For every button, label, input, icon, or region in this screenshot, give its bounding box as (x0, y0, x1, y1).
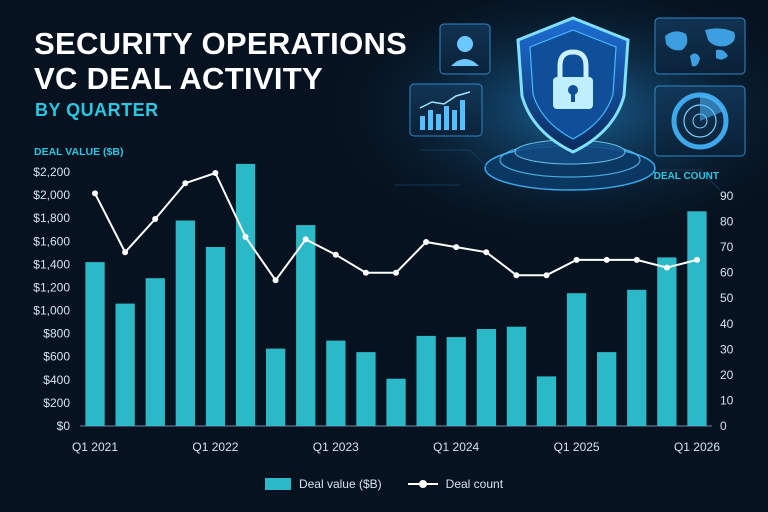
x-tick-label: Q1 2024 (433, 440, 479, 454)
y-tick-label-right: 60 (720, 266, 734, 280)
line-point (453, 244, 460, 251)
y-tick-label-left: $2,200 (33, 165, 70, 179)
line-point (122, 249, 129, 256)
y-axis-right-label: DEAL COUNT (654, 171, 719, 182)
y-tick-label-right: 0 (720, 419, 727, 433)
legend-line-swatch (407, 478, 438, 490)
bar (416, 335, 436, 426)
y-tick-label-left: $1,000 (33, 304, 70, 318)
bar-chart-icon (409, 83, 483, 137)
y-tick-label-right: 50 (720, 291, 734, 305)
y-axis-left-ticks: $0 $200 $400 $600 $800 $1,000 $1,200 $1,400 $1,6… (33, 165, 70, 433)
bar (235, 163, 256, 426)
y-tick-label-left: $400 (43, 373, 70, 387)
y-tick-label-left: $200 (43, 396, 70, 410)
chart-title: SECURITY OPERATIONS VC DEAL ACTIVITY (34, 26, 407, 96)
bar (145, 278, 165, 426)
bar (175, 220, 195, 426)
line-point (633, 256, 640, 263)
y-tick-label-left: $1,600 (33, 234, 70, 248)
bar (356, 352, 376, 426)
y-tick-label-right: 80 (720, 215, 734, 229)
line-point (242, 233, 249, 240)
bar (386, 378, 406, 426)
y-tick-label-right: 30 (720, 342, 734, 356)
legend-item-deal-value: Deal value ($B) (264, 477, 382, 491)
legend-item-deal-count: Deal count (407, 477, 504, 491)
y-axis-left-label: DEAL VALUE ($B) (34, 146, 123, 158)
bar (566, 293, 587, 426)
line-point (272, 277, 279, 284)
y-tick-label-left: $1,200 (33, 281, 70, 295)
line-point (332, 251, 339, 258)
line-point (182, 180, 189, 187)
line-point (362, 269, 369, 276)
x-tick-label: Q1 2023 (313, 440, 359, 454)
y-tick-label-left: $1,400 (33, 257, 70, 271)
y-tick-label-right: 70 (720, 240, 734, 254)
bar (657, 257, 677, 426)
x-tick-label: Q1 2021 (72, 440, 118, 454)
chart-subtitle: BY QUARTER (35, 100, 159, 120)
bar (85, 262, 105, 426)
line-point (543, 272, 550, 279)
line-point (302, 236, 309, 243)
y-tick-label-left: $800 (43, 327, 70, 341)
line-point (483, 249, 490, 256)
y-axis-right-ticks: 0 10 20 30 40 50 60 70 80 90 (720, 189, 734, 433)
legend: Deal value ($B) Deal count (0, 474, 768, 494)
bar (326, 340, 346, 426)
line-point (92, 190, 98, 197)
line-point (573, 256, 580, 263)
y-tick-label-left: $1,800 (33, 211, 70, 225)
y-tick-label-right: 90 (720, 189, 734, 203)
line-point (603, 256, 610, 263)
world-map-icon (654, 17, 746, 75)
x-tick-label: Q1 2022 (192, 440, 238, 454)
line-point (423, 239, 430, 245)
bar-series (85, 163, 707, 426)
bar (115, 303, 135, 426)
bar (296, 225, 316, 426)
bar (266, 348, 286, 426)
y-tick-label-left: $2,000 (33, 188, 70, 202)
legend-bar-label: Deal value ($B) (298, 477, 382, 491)
y-tick-label-right: 40 (720, 317, 734, 331)
line-point (513, 272, 520, 279)
line-point (393, 269, 399, 276)
chart-title-line-2: VC DEAL ACTIVITY (34, 61, 323, 96)
bar (205, 247, 226, 426)
line-series (92, 170, 700, 284)
bar (597, 352, 617, 426)
line-point (663, 264, 670, 271)
y-tick-label-left: $600 (43, 350, 70, 364)
bar (627, 289, 647, 426)
line-point (152, 216, 159, 222)
line-point (694, 256, 700, 263)
user-profile-icon (439, 23, 491, 75)
y-tick-label-right: 10 (720, 393, 734, 407)
x-tick-label: Q1 2026 (674, 440, 720, 454)
shield-lock-icon (516, 16, 630, 154)
bar (687, 211, 707, 426)
bar (476, 329, 496, 426)
y-tick-label-right: 20 (720, 368, 734, 382)
x-tick-label: Q1 2025 (554, 440, 600, 454)
legend-bar-swatch (264, 478, 291, 490)
legend-line-label: Deal count (445, 477, 504, 491)
line-point (212, 170, 219, 176)
bar (536, 376, 557, 426)
chart-title-line-1: SECURITY OPERATIONS (34, 26, 408, 61)
y-tick-label-left: $0 (57, 419, 71, 433)
bar (506, 326, 527, 426)
radar-icon (654, 85, 746, 157)
bar (446, 337, 466, 426)
x-axis-ticks: Q1 2021 Q1 2022 Q1 2023 Q1 2024 Q1 2025 Q1 20… (72, 440, 720, 454)
